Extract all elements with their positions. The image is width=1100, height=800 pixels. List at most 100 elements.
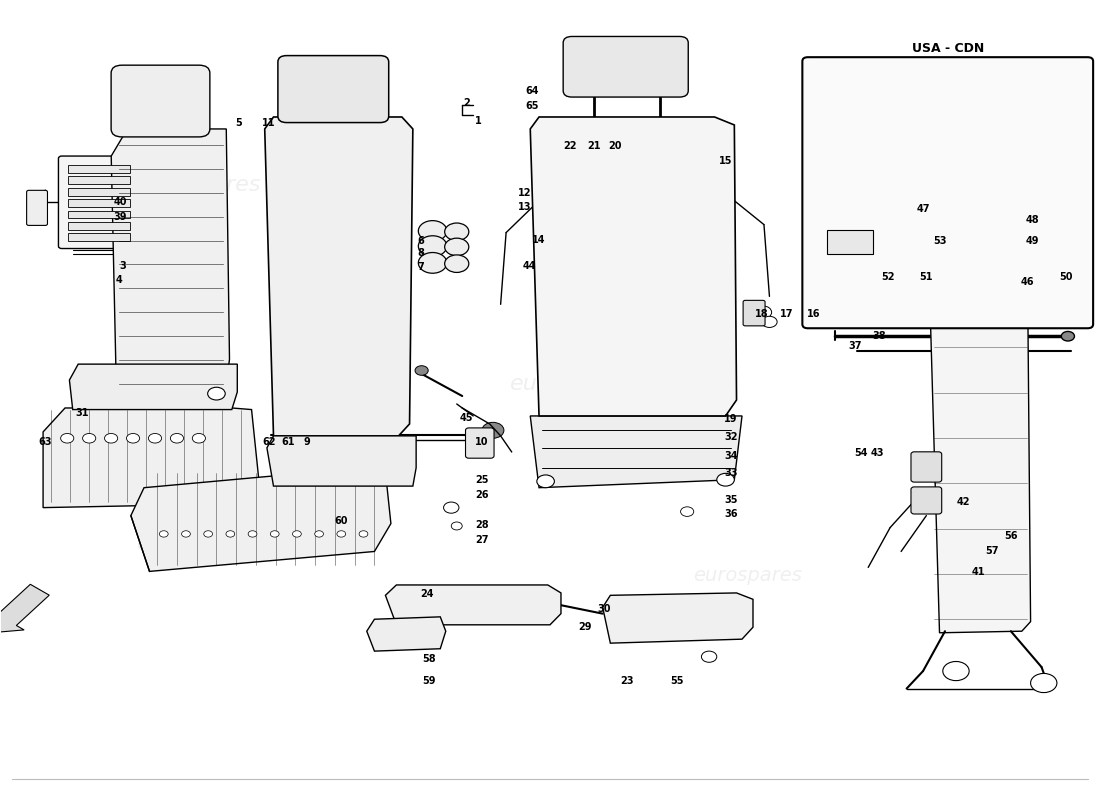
Circle shape [104, 434, 118, 443]
Text: 38: 38 [872, 331, 886, 342]
Text: 2: 2 [463, 98, 470, 108]
Bar [68, 165, 130, 173]
Text: 24: 24 [420, 589, 433, 598]
Text: 19: 19 [724, 414, 738, 424]
Circle shape [1031, 674, 1057, 693]
Text: 41: 41 [971, 567, 984, 578]
Polygon shape [131, 468, 390, 571]
Circle shape [160, 530, 168, 537]
Circle shape [208, 387, 226, 400]
Text: 1: 1 [475, 116, 482, 126]
Text: 36: 36 [724, 509, 738, 519]
Text: 64: 64 [526, 86, 539, 96]
Text: 39: 39 [113, 212, 127, 222]
Text: 47: 47 [916, 204, 930, 214]
Text: eurospares: eurospares [136, 534, 261, 554]
Bar [68, 188, 130, 196]
Circle shape [315, 530, 323, 537]
Text: 55: 55 [671, 676, 684, 686]
Circle shape [482, 422, 504, 438]
Circle shape [415, 366, 428, 375]
Circle shape [318, 78, 348, 100]
Text: 58: 58 [422, 654, 436, 664]
Circle shape [925, 174, 965, 203]
Circle shape [204, 530, 212, 537]
Circle shape [170, 434, 184, 443]
Polygon shape [267, 436, 416, 486]
Text: 27: 27 [475, 534, 488, 545]
Circle shape [936, 182, 954, 195]
FancyBboxPatch shape [911, 452, 942, 482]
Text: 14: 14 [532, 234, 546, 245]
Text: 25: 25 [475, 474, 488, 485]
Text: 54: 54 [854, 448, 867, 458]
Text: 46: 46 [1021, 277, 1034, 287]
FancyBboxPatch shape [58, 156, 140, 249]
Text: 5: 5 [235, 118, 242, 127]
Text: 23: 23 [620, 676, 634, 686]
Circle shape [148, 434, 162, 443]
Text: 34: 34 [724, 451, 738, 461]
Circle shape [418, 253, 447, 274]
Text: 59: 59 [422, 676, 436, 686]
Text: 50: 50 [1059, 272, 1072, 282]
Circle shape [359, 530, 367, 537]
Circle shape [1062, 331, 1075, 341]
Circle shape [762, 316, 777, 327]
FancyBboxPatch shape [111, 65, 210, 137]
Text: 37: 37 [848, 341, 861, 350]
Text: 53: 53 [933, 235, 946, 246]
Text: 11: 11 [263, 118, 276, 127]
Circle shape [609, 55, 642, 78]
Bar [68, 210, 130, 218]
Text: 51: 51 [920, 272, 933, 282]
Circle shape [537, 475, 554, 488]
Text: eurospares: eurospares [509, 374, 635, 394]
Text: 22: 22 [563, 142, 576, 151]
Circle shape [418, 221, 447, 242]
Text: 57: 57 [986, 546, 999, 556]
Circle shape [943, 662, 969, 681]
Circle shape [126, 434, 140, 443]
Text: 61: 61 [280, 438, 295, 447]
Text: 6: 6 [417, 235, 424, 246]
Text: 20: 20 [608, 142, 622, 151]
Text: 32: 32 [724, 432, 738, 442]
Bar [826, 230, 872, 254]
Polygon shape [928, 242, 1031, 633]
Circle shape [681, 507, 694, 516]
Circle shape [82, 434, 96, 443]
Circle shape [60, 434, 74, 443]
Polygon shape [43, 408, 260, 508]
Text: 28: 28 [475, 520, 490, 530]
Circle shape [444, 238, 469, 256]
FancyBboxPatch shape [563, 37, 689, 97]
Text: 3: 3 [120, 261, 127, 271]
Circle shape [249, 530, 257, 537]
Text: 18: 18 [755, 309, 769, 319]
FancyBboxPatch shape [465, 428, 494, 458]
Circle shape [984, 186, 1020, 211]
Circle shape [443, 502, 459, 514]
FancyBboxPatch shape [802, 57, 1093, 328]
Circle shape [182, 530, 190, 537]
Bar [68, 199, 130, 207]
Text: 48: 48 [1026, 215, 1039, 225]
Bar [68, 222, 130, 230]
Circle shape [755, 306, 771, 318]
Text: eurospares: eurospares [693, 566, 802, 585]
Text: eurospares: eurospares [136, 174, 261, 194]
Polygon shape [530, 117, 737, 416]
Text: 15: 15 [718, 156, 733, 166]
Text: 10: 10 [475, 438, 488, 447]
Polygon shape [111, 129, 230, 400]
Polygon shape [265, 117, 412, 436]
FancyBboxPatch shape [278, 56, 388, 122]
Text: 16: 16 [806, 309, 821, 319]
Text: USA - CDN: USA - CDN [912, 42, 983, 55]
Text: 62: 62 [263, 438, 276, 447]
Text: 12: 12 [518, 188, 531, 198]
Text: 60: 60 [334, 516, 349, 526]
Text: 35: 35 [724, 494, 738, 505]
Circle shape [444, 223, 469, 241]
